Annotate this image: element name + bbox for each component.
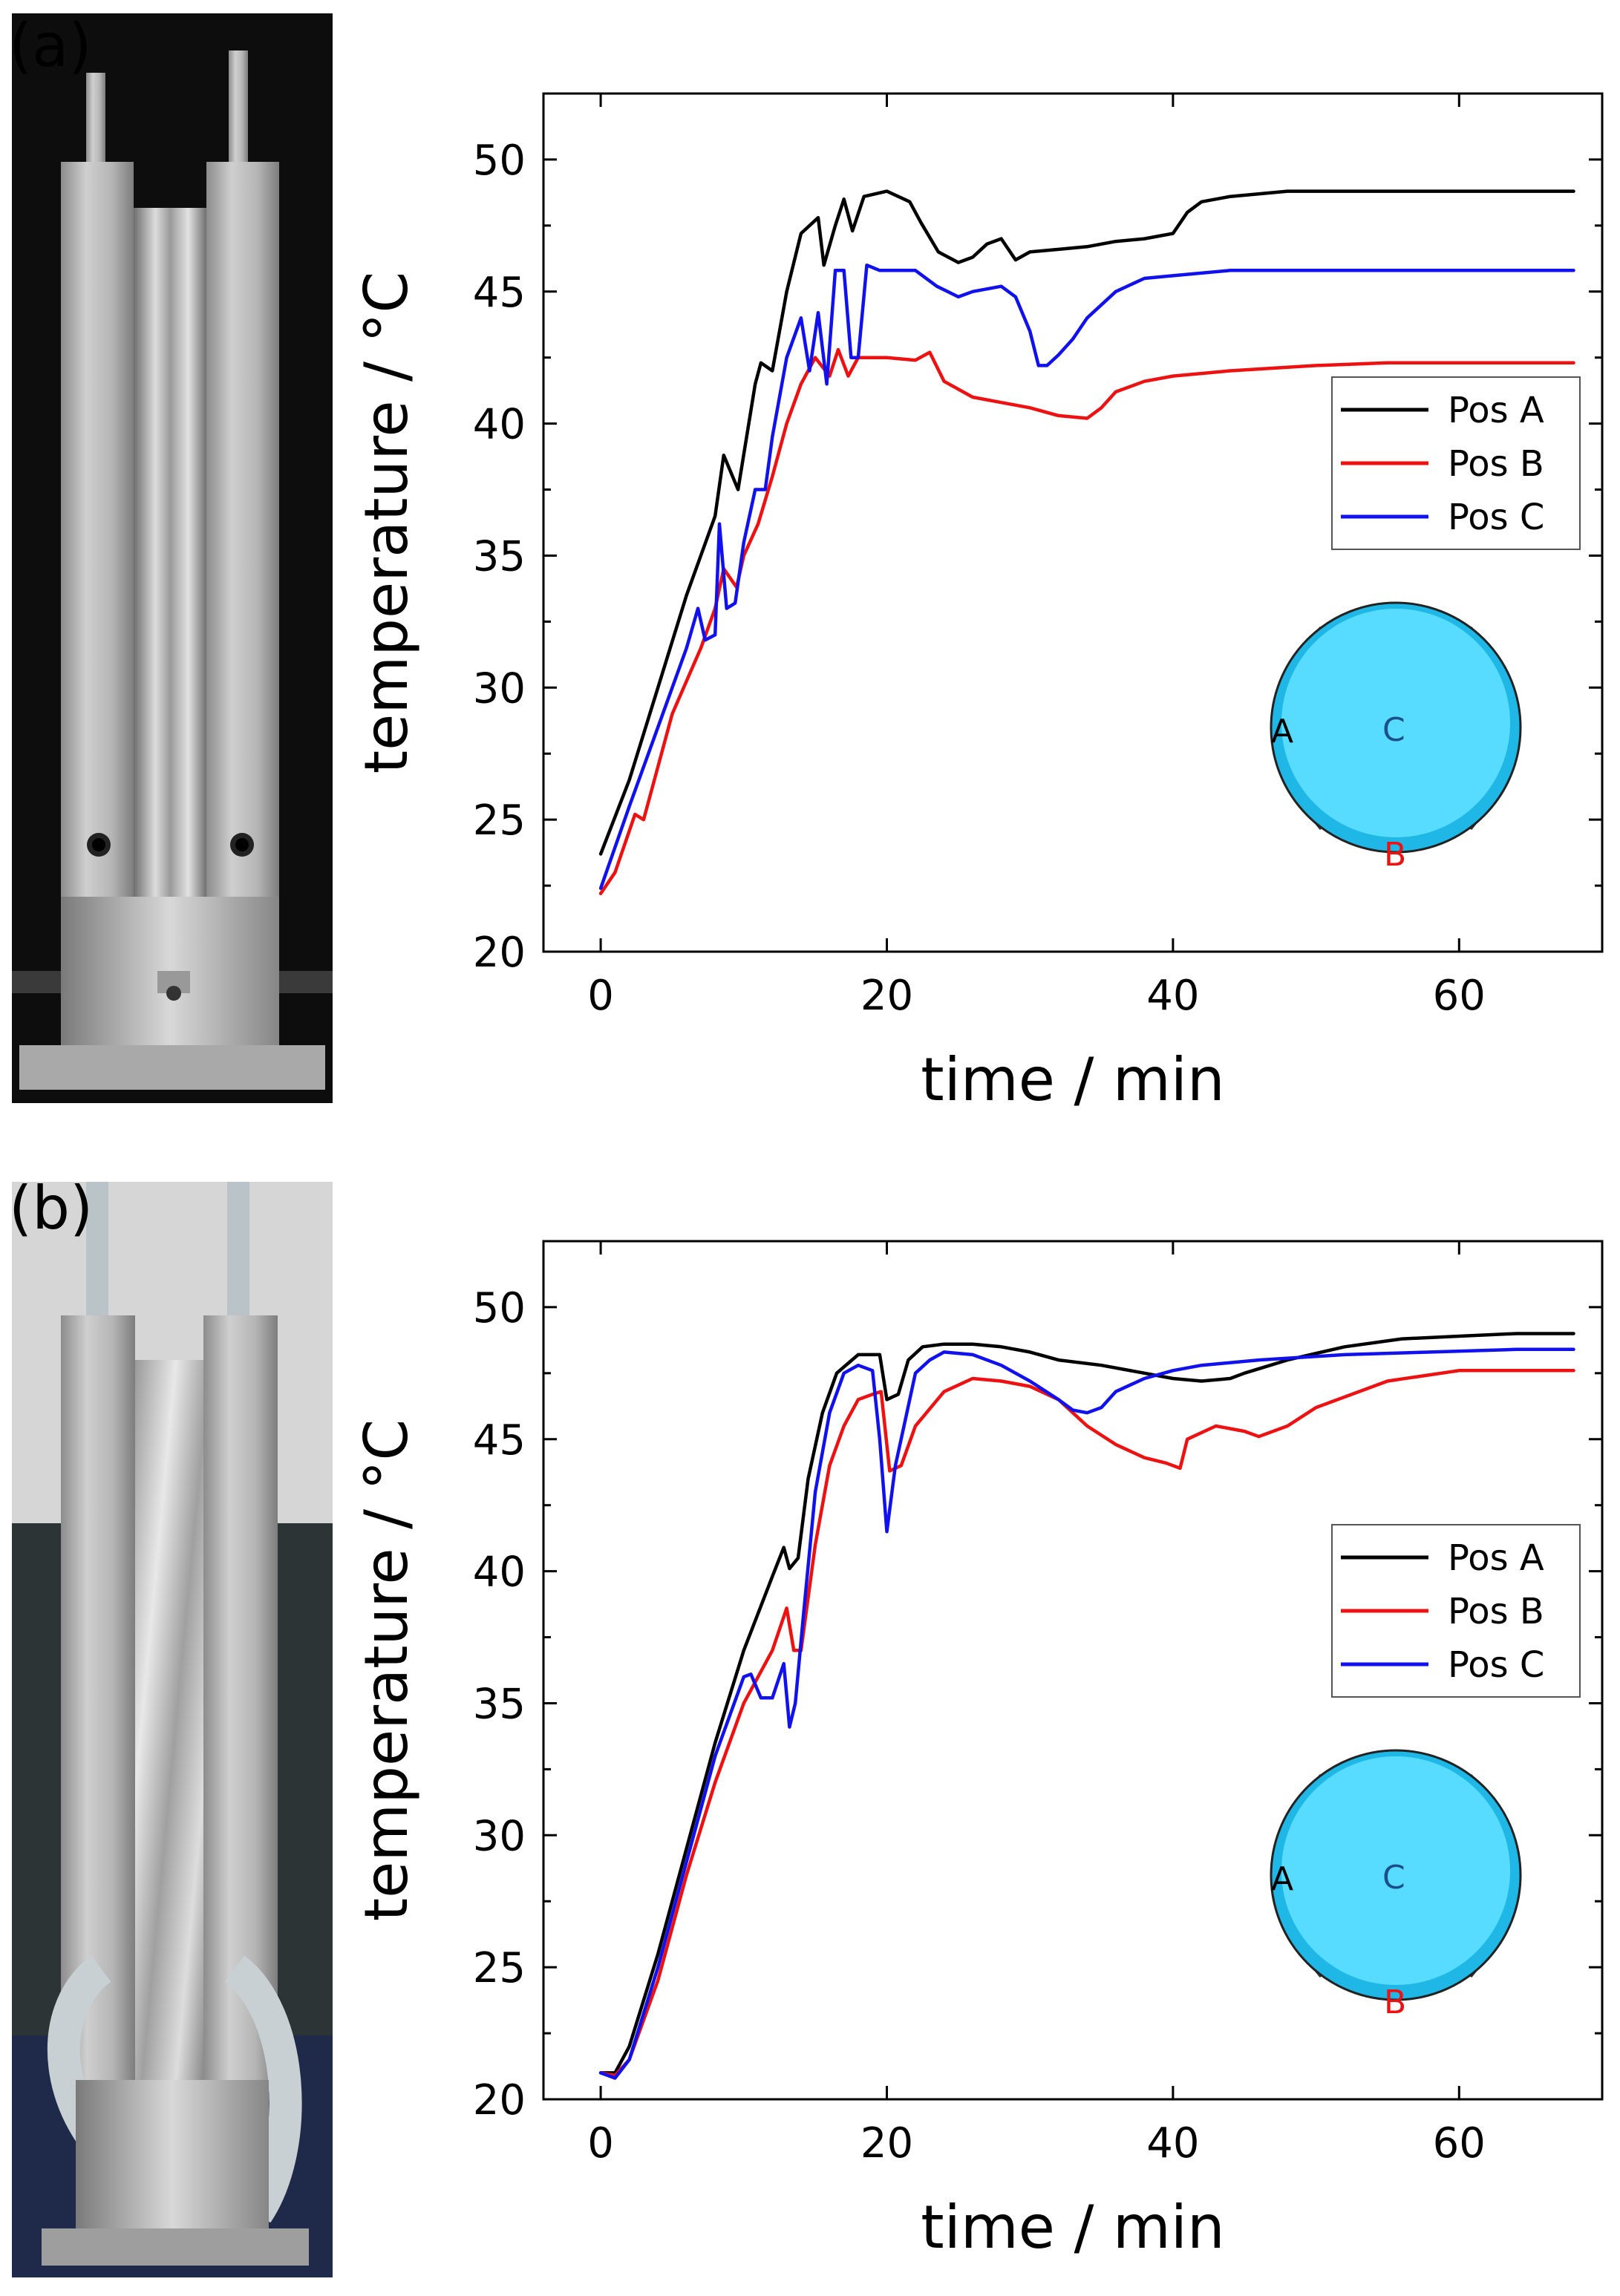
legend-label: Pos C: [1448, 1644, 1544, 1686]
legend-label: Pos A: [1448, 390, 1544, 431]
plot-frame: [542, 92, 1604, 953]
x-tick-label: 0: [587, 2119, 614, 2168]
series-line-pos-b: [598, 1369, 1575, 2078]
y-axis-label: temperature / °C: [352, 1419, 421, 1922]
y-tick-label: 25: [473, 1944, 526, 1992]
inset-label-a: A: [1271, 713, 1293, 750]
x-tick-label: 0: [587, 972, 614, 1020]
y-tick-label: 40: [473, 1548, 526, 1597]
y-tick-label: 40: [473, 401, 526, 449]
series-line-pos-a: [598, 1332, 1575, 2075]
y-tick-label: 50: [473, 1284, 526, 1332]
inset-label-b: B: [1384, 836, 1406, 874]
x-tick-label: 20: [860, 972, 913, 1020]
y-tick-label: 35: [473, 532, 526, 580]
x-tick-label: 20: [860, 2119, 913, 2168]
inset-label-c: C: [1382, 1859, 1405, 1897]
series-line-pos-c: [598, 263, 1575, 890]
y-axis-label: temperature / °C: [352, 272, 421, 774]
x-axis-label: time / min: [921, 1045, 1224, 1114]
series-line-pos-c: [598, 1347, 1575, 2080]
inset-label-c: C: [1382, 711, 1405, 749]
x-tick-label: 40: [1146, 972, 1199, 1020]
inset-schematic: A B C: [1270, 601, 1522, 874]
x-tick-label: 60: [1433, 972, 1486, 1020]
legend-label: Pos B: [1448, 443, 1544, 485]
x-tick-label: 60: [1433, 2119, 1486, 2168]
photo-a-drawing: [12, 13, 333, 1103]
photo-a-apparatus: [12, 13, 333, 1103]
y-tick-label: 20: [473, 929, 526, 977]
y-tick-label: 35: [473, 1680, 526, 1728]
chart-b: 0 20 40 60 20 25 30 35 40 45 50 time / min temperatu…: [352, 1240, 1604, 2262]
y-tick-label: 30: [473, 1812, 526, 1860]
x-axis-label: time / min: [921, 2193, 1224, 2262]
y-tick-label: 45: [473, 1416, 526, 1465]
photo-b-drawing: [12, 1182, 333, 2277]
inset-label-a: A: [1271, 1860, 1293, 1898]
legend-label: Pos B: [1448, 1591, 1544, 1632]
y-tick-label: 25: [473, 797, 526, 845]
inset-schematic: A B C: [1270, 1749, 1522, 2021]
panel-label-a: (a): [9, 11, 92, 80]
y-tick-label: 20: [473, 2076, 526, 2125]
x-tick-label: 40: [1146, 2119, 1199, 2168]
chart-a: 0 20 40 60 20 25 30 35 40 45 50 time / min temperatu…: [352, 92, 1604, 1114]
y-tick-label: 45: [473, 269, 526, 317]
y-tick-label: 50: [473, 137, 526, 185]
tube-inner: [1281, 609, 1510, 837]
photo-b-apparatus: [12, 1182, 333, 2277]
inset-label-b: B: [1384, 1983, 1406, 2021]
y-tick-label: 30: [473, 664, 526, 713]
legend-label: Pos C: [1448, 497, 1544, 538]
legend-label: Pos A: [1448, 1537, 1544, 1579]
panel-label-b: (b): [9, 1174, 94, 1243]
plot-frame: [542, 1240, 1604, 2101]
series-line-pos-a: [598, 189, 1575, 856]
tube-inner: [1281, 1756, 1510, 1985]
